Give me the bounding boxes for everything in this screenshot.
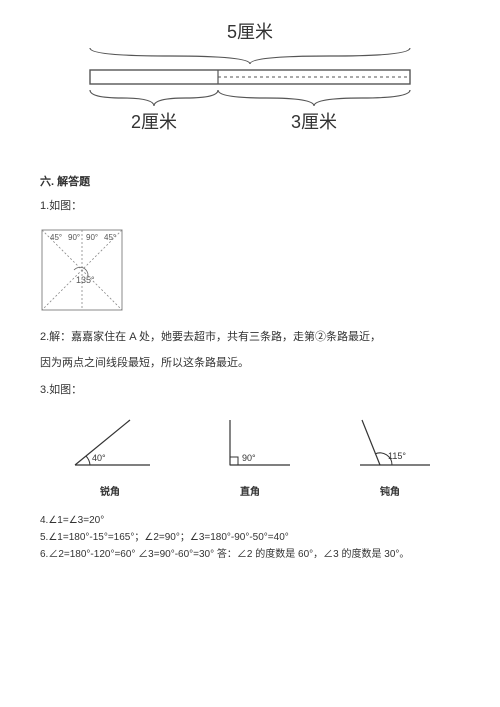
line-5: 5.∠1=180°-15°=165°；∠2=90°；∠3=180°-90°-50… bbox=[40, 530, 460, 545]
svg-text:2厘米: 2厘米 bbox=[131, 112, 177, 132]
item-2-text2: 因为两点之间线段最短，所以这条路最近。 bbox=[40, 357, 249, 369]
length-diagram: 5厘米 2厘米 3厘米 bbox=[40, 20, 460, 143]
item-2b: 因为两点之间线段最短，所以这条路最近。 bbox=[40, 354, 460, 373]
line-4: 4.∠1=∠3=20° bbox=[40, 513, 460, 528]
length-svg: 5厘米 2厘米 3厘米 bbox=[40, 20, 460, 140]
svg-text:90°: 90° bbox=[86, 233, 98, 242]
svg-text:40°: 40° bbox=[92, 453, 106, 463]
svg-text:90°: 90° bbox=[68, 233, 80, 242]
svg-text:5厘米: 5厘米 bbox=[227, 22, 273, 42]
item-3: 3.如图： bbox=[40, 381, 460, 400]
angle-row: 40° 锐角 90° 直角 115° 钝角 bbox=[40, 415, 460, 498]
svg-text:3厘米: 3厘米 bbox=[291, 112, 337, 132]
angle-label-right: 直角 bbox=[180, 483, 320, 498]
angle-label-obtuse: 钝角 bbox=[320, 483, 460, 498]
svg-text:45°: 45° bbox=[104, 233, 116, 242]
item-2: 2.解：嘉嘉家住在 A 处，她要去超市，共有三条路，走第②条路最近， bbox=[40, 328, 460, 347]
item-1-prefix: 1.如图： bbox=[40, 200, 82, 212]
section-title: 六. 解答题 bbox=[40, 173, 460, 189]
item-3-prefix: 3.如图： bbox=[40, 384, 82, 396]
angle-label-acute: 锐角 bbox=[40, 483, 180, 498]
angle-acute: 40° 锐角 bbox=[40, 415, 180, 498]
svg-text:45°: 45° bbox=[50, 233, 62, 242]
svg-text:135°: 135° bbox=[76, 275, 95, 285]
item-2-text: 2.解：嘉嘉家住在 A 处，她要去超市，共有三条路，走第②条路最近， bbox=[40, 331, 381, 343]
svg-text:115°: 115° bbox=[388, 451, 406, 461]
angle-obtuse: 115° 钝角 bbox=[320, 415, 460, 498]
angle-right: 90° 直角 bbox=[180, 415, 320, 498]
item-1: 1.如图： bbox=[40, 197, 460, 216]
square-angle-diagram: 45° 90° 90° 45° 135° bbox=[40, 228, 460, 316]
svg-text:90°: 90° bbox=[242, 453, 256, 463]
line-6: 6.∠2=180°-120°=60° ∠3=90°-60°=30° 答：∠2 的… bbox=[40, 547, 460, 562]
